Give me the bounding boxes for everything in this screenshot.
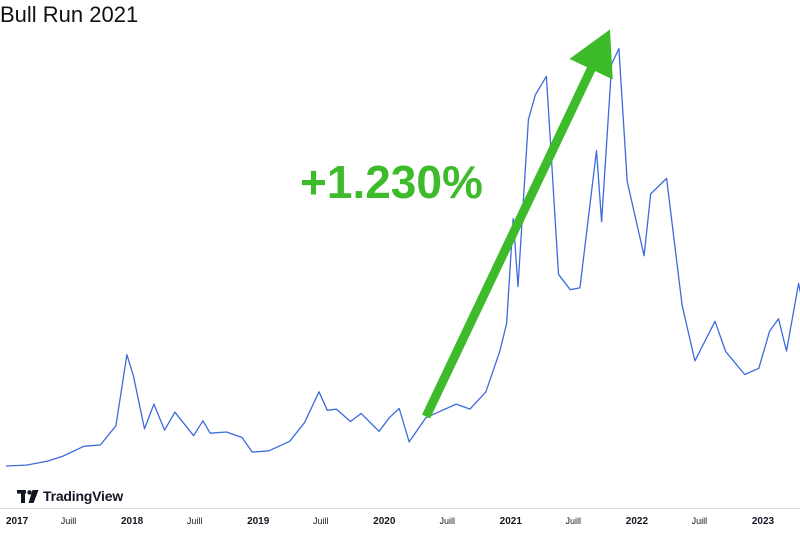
x-tick-label: Juill: [439, 516, 455, 526]
x-tick-label: 2017: [6, 516, 29, 527]
x-axis-ticks: 2017 Juill 2018 Juill 2019 Juill 2020 Juill 2021…: [6, 516, 775, 527]
tradingview-logo-icon: [17, 489, 39, 503]
price-series-line: [5, 47, 800, 467]
gain-annotation: +1.230%: [300, 156, 483, 208]
x-tick-label: Juill: [187, 516, 203, 526]
tradingview-logo-text: TradingView: [43, 488, 124, 504]
gain-arrow: [422, 29, 613, 419]
x-tick-label: 2023: [752, 516, 775, 527]
x-tick-label: Juill: [566, 516, 582, 526]
x-tick-label: Juill: [313, 516, 329, 526]
x-tick-label: 2018: [121, 516, 144, 527]
x-tick-label: 2022: [626, 516, 649, 527]
tradingview-logo: TradingView: [17, 488, 123, 504]
chart-title: Bull Run 2021: [0, 2, 139, 27]
x-tick-label: 2020: [373, 516, 396, 527]
x-tick-label: Juill: [61, 516, 77, 526]
x-tick-label: 2021: [500, 516, 523, 527]
x-tick-label: 2019: [247, 516, 270, 527]
x-tick-label: Juill: [692, 516, 708, 526]
